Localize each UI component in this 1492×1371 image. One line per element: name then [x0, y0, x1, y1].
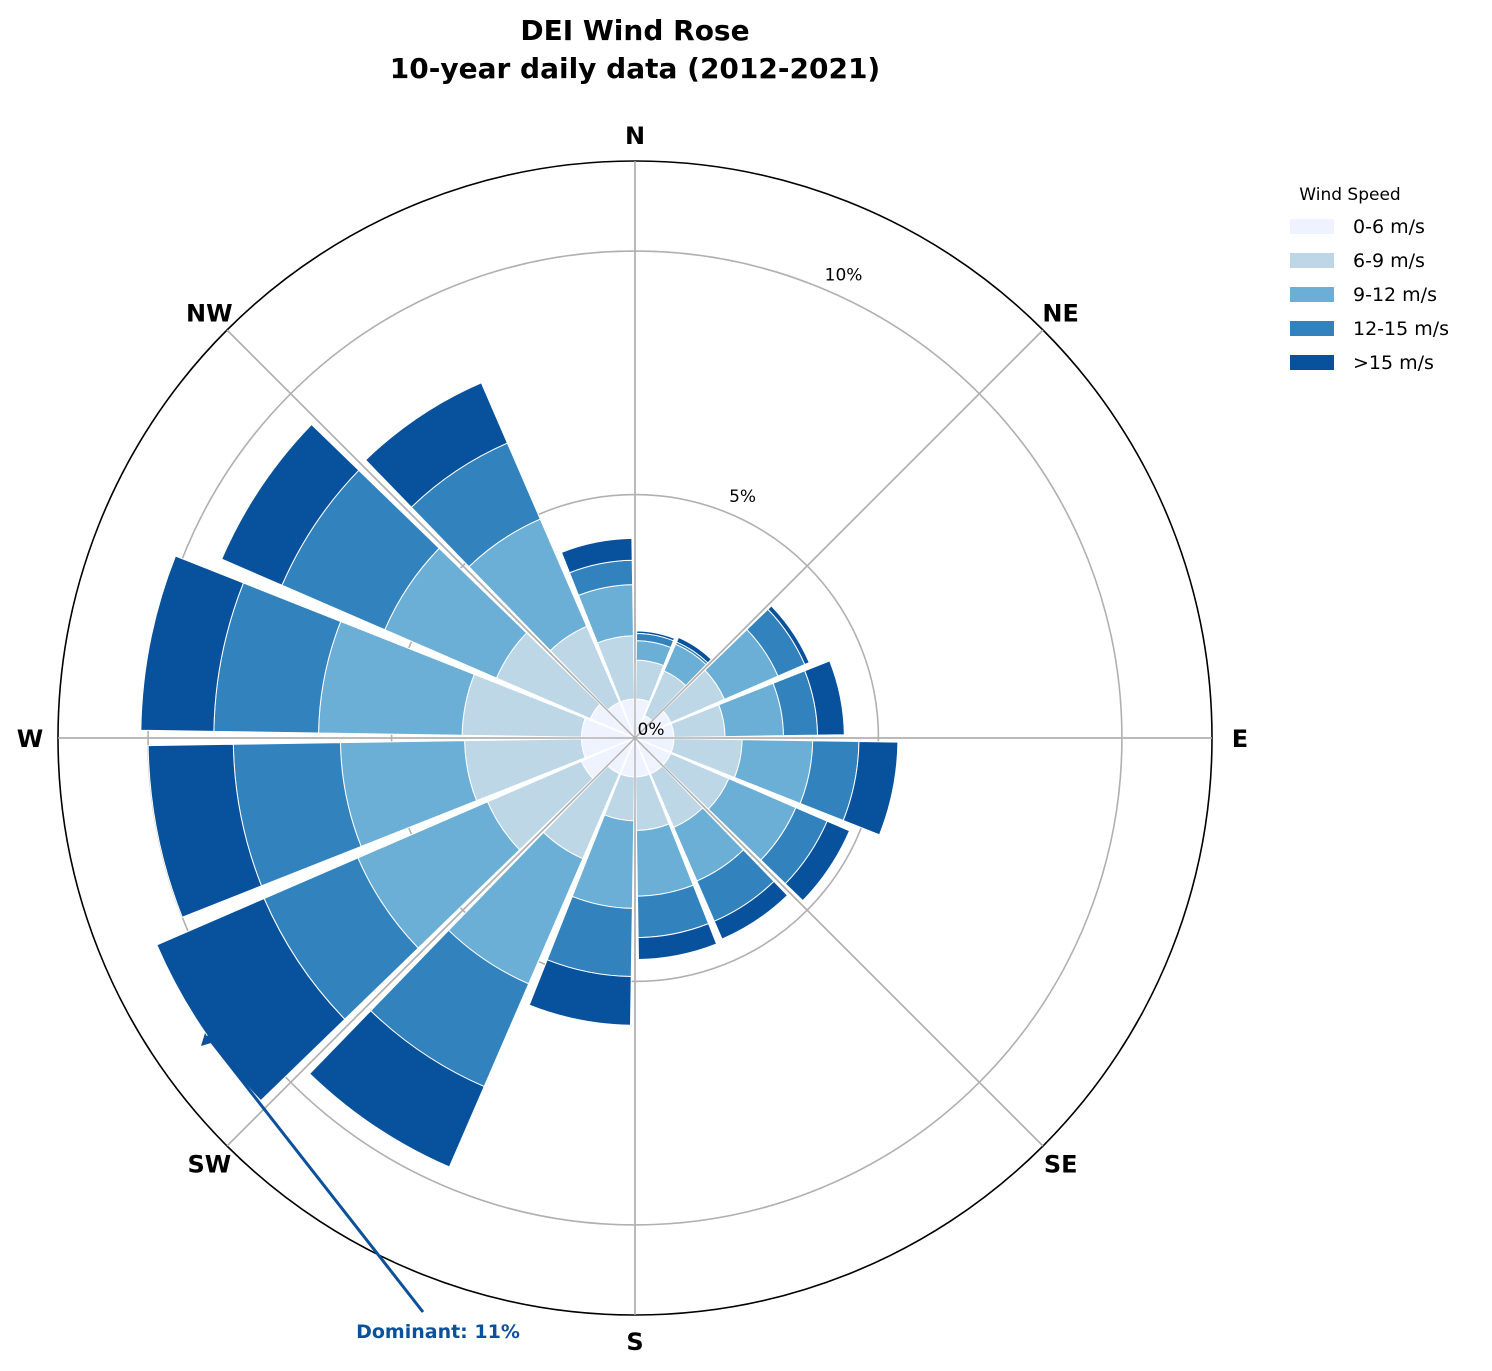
- annotation-arrow: [205, 1035, 425, 1313]
- bar-segment: [804, 660, 845, 736]
- radial-tick-label: 5%: [729, 487, 756, 507]
- bar-segment: [713, 880, 789, 940]
- bar-segment: [147, 743, 263, 918]
- legend-entry: 0-6 m/s: [1353, 216, 1425, 238]
- dominant-annotation: Dominant: 11%: [201, 1033, 520, 1343]
- legend: Wind Speed 0-6 m/s 6-9 m/s 9-12 m/s 12-15 m…: [1290, 185, 1449, 374]
- legend-swatch: [1290, 321, 1334, 336]
- bar-segment: [842, 741, 899, 836]
- direction-label-sw: SW: [187, 1151, 231, 1179]
- bars: [58, 161, 1212, 1315]
- axis-labels: N NE E SE S SW W NW 0% 5% 10%: [17, 122, 1248, 1356]
- bar-segment: [220, 423, 360, 586]
- legend-entry: 6-9 m/s: [1353, 250, 1425, 272]
- bar-segment: [675, 636, 712, 664]
- grid-spoke: [226, 737, 636, 1147]
- grid-spoke: [634, 329, 1044, 739]
- chart-subtitle: 10-year daily data (2012-2021): [390, 52, 880, 85]
- bar-segment: [308, 1010, 485, 1168]
- direction-label-n: N: [625, 122, 645, 150]
- direction-label-ne: NE: [1042, 299, 1078, 327]
- grid-spoke: [226, 329, 636, 739]
- legend-entry: >15 m/s: [1353, 352, 1434, 374]
- bar-segment: [560, 537, 633, 574]
- bar-segment: [140, 555, 245, 732]
- direction-label-w: W: [17, 725, 43, 753]
- legend-swatch: [1290, 355, 1334, 370]
- grid-spoke: [634, 737, 1044, 1147]
- annotation-arrowhead: [201, 1033, 211, 1046]
- direction-label-nw: NW: [186, 299, 233, 327]
- bar-segment: [784, 820, 851, 902]
- bar-segment: [636, 630, 676, 642]
- legend-swatch: [1290, 287, 1334, 302]
- legend-entry: 9-12 m/s: [1353, 284, 1437, 306]
- legend-title: Wind Speed: [1299, 185, 1400, 205]
- legend-swatch: [1290, 219, 1334, 234]
- chart-title: DEI Wind Rose: [520, 14, 749, 47]
- direction-label-s: S: [626, 1328, 643, 1356]
- bar-segment: [364, 382, 509, 508]
- radial-tick-label: 0%: [638, 720, 665, 740]
- legend-entry: 12-15 m/s: [1353, 318, 1449, 340]
- direction-label-e: E: [1232, 725, 1248, 753]
- legend-swatch: [1290, 253, 1334, 268]
- annotation-text: Dominant: 11%: [356, 1321, 520, 1343]
- bar-segment: [528, 959, 632, 1026]
- bar-segment: [767, 605, 810, 666]
- radial-tick-label: 10%: [825, 265, 863, 285]
- direction-label-se: SE: [1044, 1151, 1078, 1179]
- bar-segment: [637, 922, 718, 961]
